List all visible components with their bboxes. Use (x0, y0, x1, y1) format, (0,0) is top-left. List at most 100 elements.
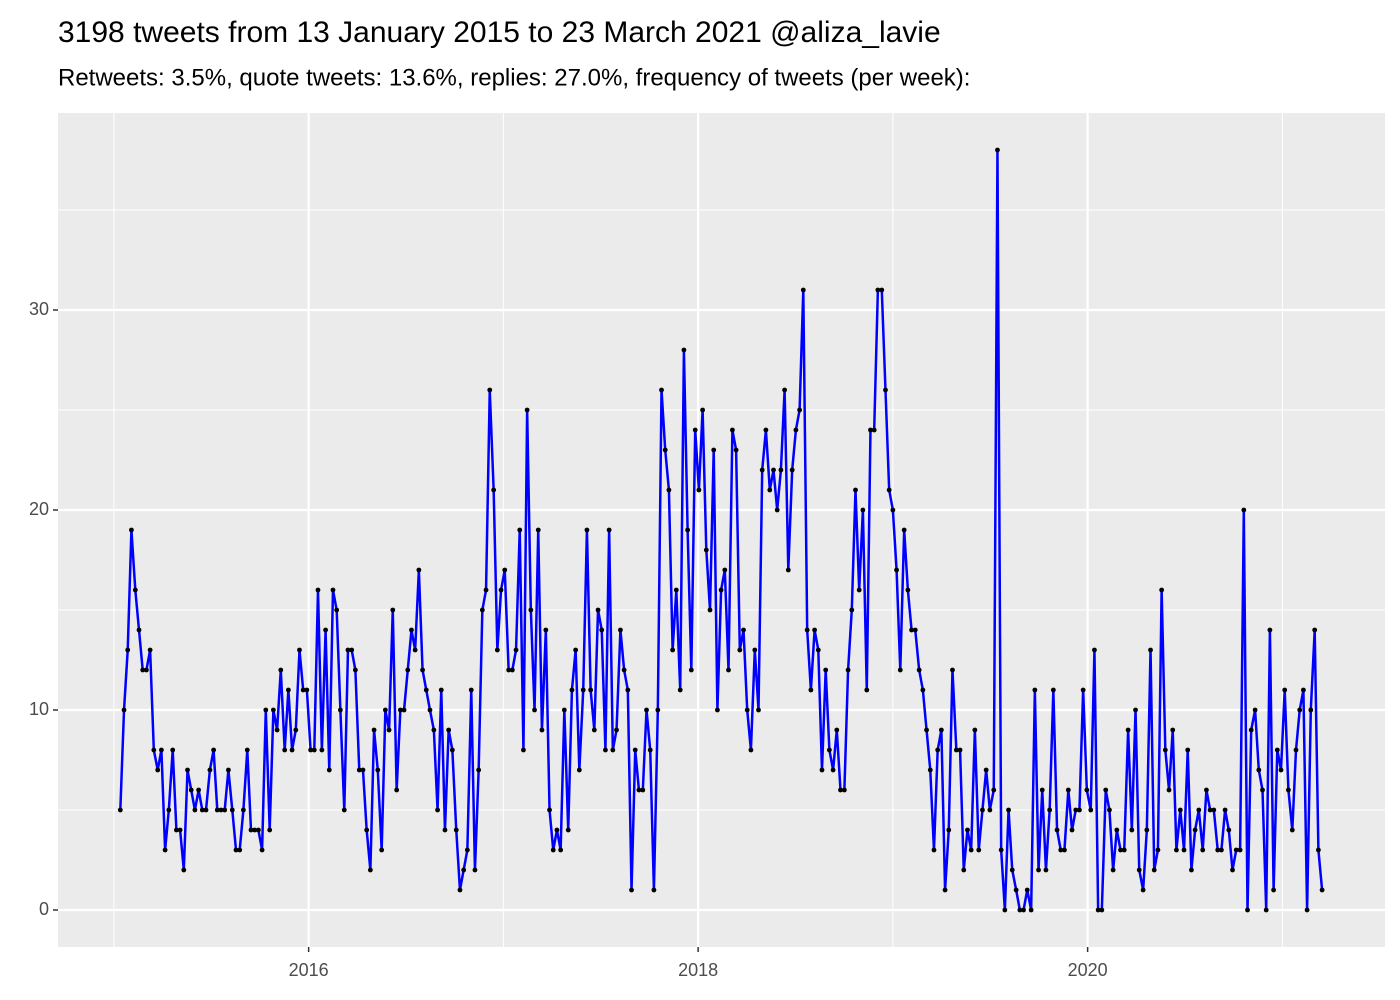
data-point (565, 827, 571, 833)
data-point (293, 727, 299, 733)
data-point (1260, 787, 1265, 793)
data-point (1211, 807, 1217, 813)
data-point (692, 427, 698, 433)
data-point (1092, 647, 1097, 653)
x-tick-label: 2020 (1068, 960, 1108, 980)
data-point (483, 587, 489, 593)
data-point (1058, 847, 1064, 853)
data-point (953, 747, 959, 753)
data-point (1047, 807, 1053, 813)
data-point (756, 707, 761, 713)
data-point (871, 427, 877, 433)
data-point (1129, 827, 1135, 833)
data-point (1207, 807, 1213, 813)
data-point (367, 867, 373, 873)
data-point (901, 527, 907, 533)
data-point (532, 707, 537, 713)
data-point (1267, 627, 1273, 633)
data-point (763, 427, 769, 433)
data-point (412, 647, 418, 653)
data-point (1226, 827, 1232, 833)
data-point (506, 667, 512, 673)
data-point (1140, 887, 1146, 893)
data-point (1297, 707, 1303, 713)
data-point (147, 647, 153, 653)
data-point (233, 847, 239, 853)
data-point (976, 847, 982, 853)
data-point (920, 687, 926, 693)
data-point (1315, 847, 1321, 853)
data-point (1009, 867, 1015, 873)
plot-panel (58, 113, 1385, 947)
data-point (487, 387, 493, 393)
data-point (785, 567, 791, 573)
y-tick-label: 20 (29, 499, 49, 519)
data-point (159, 747, 164, 753)
data-point (211, 747, 217, 753)
data-point (1219, 847, 1224, 853)
data-point (181, 867, 187, 873)
data-point (125, 647, 131, 653)
data-point (1181, 847, 1187, 853)
data-point (364, 827, 370, 833)
data-point (950, 667, 955, 673)
data-point (1215, 847, 1221, 853)
data-point (1159, 587, 1165, 593)
data-point (218, 807, 224, 813)
data-point (838, 787, 843, 793)
data-point (427, 707, 433, 713)
data-point (558, 847, 564, 853)
data-point (774, 507, 780, 513)
data-point (655, 707, 661, 713)
data-point (360, 767, 366, 773)
data-point (1293, 747, 1299, 753)
data-point (297, 647, 302, 653)
data-point (453, 827, 459, 833)
data-point (535, 527, 541, 533)
data-point (625, 687, 631, 693)
data-point (162, 847, 168, 853)
data-point (476, 767, 482, 773)
data-point (1282, 687, 1288, 693)
data-point (1245, 907, 1250, 913)
data-point (905, 587, 911, 593)
data-point (382, 707, 388, 713)
data-point (140, 667, 146, 673)
data-point (853, 487, 858, 493)
data-point (685, 527, 691, 533)
data-point (815, 647, 821, 653)
data-point (640, 787, 646, 793)
y-tick-label: 0 (39, 899, 49, 919)
data-point (1107, 807, 1112, 813)
data-point (1155, 847, 1161, 853)
data-point (330, 587, 336, 593)
data-point (1084, 787, 1090, 793)
data-point (819, 767, 825, 773)
data-point (860, 507, 866, 513)
data-point (1054, 827, 1060, 833)
data-point (521, 747, 526, 753)
data-point (644, 707, 649, 713)
data-point (606, 527, 612, 533)
data-point (576, 767, 582, 773)
data-point (1256, 767, 1262, 773)
data-point (849, 607, 855, 613)
data-point (924, 727, 929, 733)
data-point (1241, 507, 1247, 513)
data-point (1110, 867, 1116, 873)
data-point (155, 767, 161, 773)
data-point (1166, 787, 1172, 793)
data-point (319, 747, 325, 753)
data-point (539, 727, 545, 733)
data-point (584, 527, 590, 533)
y-tick-label: 10 (29, 699, 49, 719)
data-point (718, 587, 724, 593)
data-point (274, 727, 280, 733)
data-point (651, 887, 657, 893)
data-point (1312, 627, 1318, 633)
data-point (479, 607, 485, 613)
chart-title: 3198 tweets from 13 January 2015 to 23 M… (58, 16, 941, 49)
data-point (199, 807, 205, 813)
data-point (356, 767, 362, 773)
data-point (267, 827, 273, 833)
